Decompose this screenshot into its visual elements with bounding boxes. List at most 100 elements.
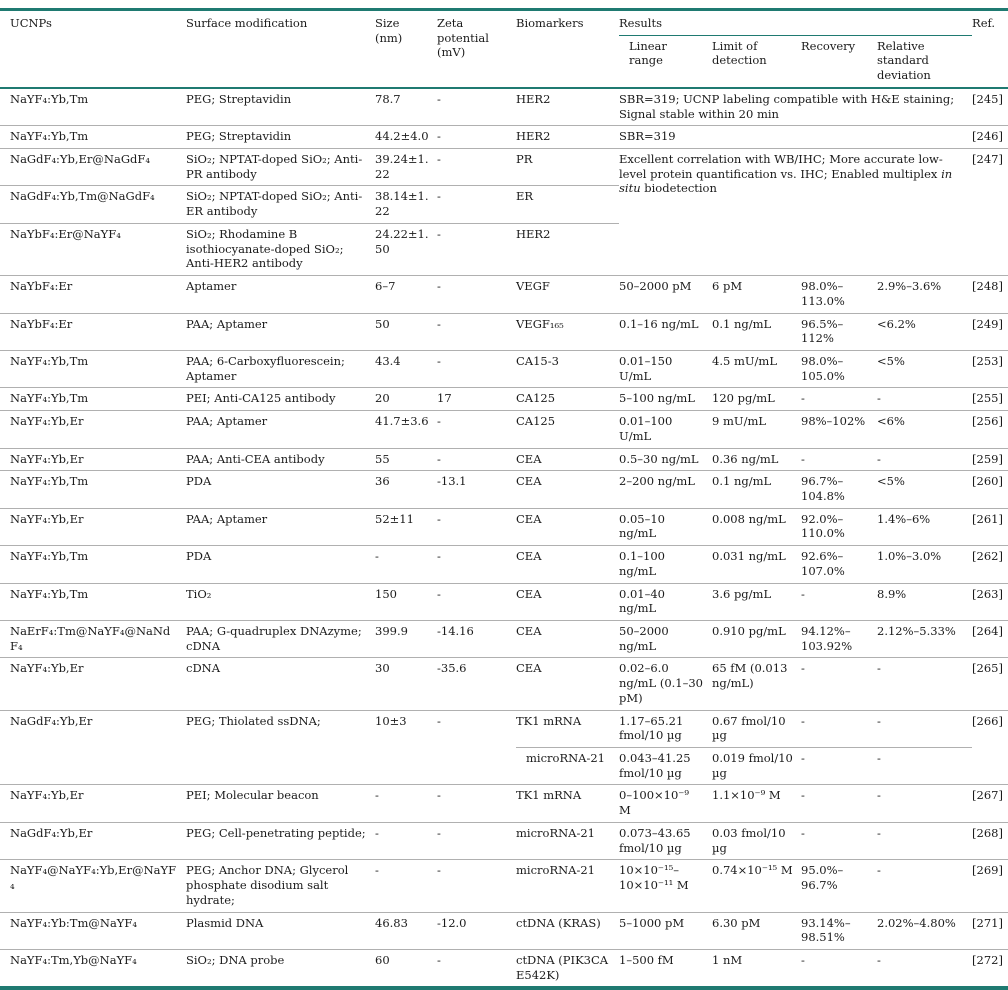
cell-rsd: -: [877, 447, 973, 471]
cell-size: 52±11: [375, 507, 437, 546]
cell-size: 44.2±4.0: [375, 125, 437, 149]
cell-size: 399.9: [375, 619, 437, 658]
cell-lod: 1.1×10⁻⁹ M: [712, 784, 801, 823]
cell-ucnp: NaYbF₄:Er@NaYF₄: [0, 222, 186, 276]
cell-surface: Aptamer: [186, 275, 375, 313]
cell-recovery: -: [801, 447, 877, 471]
cell-recovery: 98.0%–105.0%: [801, 349, 877, 388]
cell-ref: [263]: [972, 582, 1008, 621]
cell-ref: [247]: [972, 148, 1008, 276]
cell-size: 43.4: [375, 349, 437, 388]
cell-size: -: [375, 859, 437, 912]
cell-ucnp: NaYF₄:Yb,Tm: [0, 125, 186, 149]
table-row: NaYbF₄:Er Aptamer 6–7 - VEGF 50–2000 pM …: [0, 275, 1008, 313]
cell-lod: 65 fM (0.013 ng/mL): [712, 657, 801, 711]
cell-surface: PEG; Streptavidin: [186, 87, 375, 126]
table-row: NaYF₄:Yb,Er PAA; Aptamer 52±11 - CEA 0.0…: [0, 507, 1008, 546]
cell-linear-range: 0.1–100 ng/mL: [619, 545, 712, 584]
cell-lod: 1 nM: [712, 948, 801, 989]
cell-size: 50: [375, 312, 437, 351]
cell-biomarker: TK1 mRNA: [516, 784, 619, 823]
cell-ref: [264]: [972, 619, 1008, 658]
cell-biomarker: VEGF: [516, 275, 619, 313]
header-row-main: UCNPs Surface modification Size (nm) Zet…: [0, 9, 1008, 59]
cell-size: 20: [375, 387, 437, 411]
cell-biomarker: TK1 mRNA: [516, 709, 619, 748]
cell-linear-range: 0.5–30 ng/mL: [619, 447, 712, 471]
cell-ref: [268]: [972, 821, 1008, 860]
cell-zeta: -: [437, 349, 516, 388]
cell-lod: 0.019 fmol/10 µg: [712, 747, 801, 785]
cell-ref: [272]: [972, 948, 1008, 989]
cell-surface: SiO₂; NPTAT-doped SiO₂; Anti-ER antibody: [186, 185, 375, 224]
cell-surface: PAA; Aptamer: [186, 507, 375, 546]
cell-rsd: -: [877, 859, 973, 912]
table-row: NaGdF₄:Yb,Tm@NaGdF₄ SiO₂; NPTAT-doped Si…: [0, 185, 1008, 224]
table-row: NaYF₄@NaYF₄:Yb,Er@NaYF₄ PEG; Anchor DNA;…: [0, 859, 1008, 912]
header-zeta-potential: Zeta potential (mV): [437, 16, 489, 60]
cell-ucnp: NaGdF₄:Yb,Tm@NaGdF₄: [0, 185, 186, 224]
cell-recovery: 96.5%–112%: [801, 312, 877, 351]
cell-size: -: [375, 821, 437, 860]
cell-ref: [269]: [972, 859, 1008, 912]
table-row: NaGdF₄:Yb,Er PEG; Cell-penetrating pepti…: [0, 821, 1008, 860]
header-relative-standard-deviation: Relative standard deviation: [877, 38, 931, 83]
cell-ucnp: NaYF₄:Yb,Tm: [0, 349, 186, 388]
header-results: Results: [619, 9, 973, 36]
cell-surface: PEG; Streptavidin: [186, 125, 375, 149]
cell-biomarker: ctDNA (KRAS): [516, 911, 619, 950]
cell-linear-range: 0.073–43.65 fmol/10 µg: [619, 821, 712, 860]
table-body: NaYF₄:Yb,Tm PEG; Streptavidin 78.7 - HER…: [0, 87, 1008, 989]
cell-recovery: 95.0%–96.7%: [801, 859, 877, 912]
cell-biomarker: PR: [516, 148, 619, 186]
cell-zeta: -: [437, 507, 516, 546]
cell-linear-range: 0.01–150 U/mL: [619, 349, 712, 388]
table-row: NaYF₄:Yb,Tm PEI; Anti-CA125 antibody 20 …: [0, 387, 1008, 411]
cell-biomarker: microRNA-21: [516, 747, 619, 785]
cell-lod: 0.1 ng/mL: [712, 470, 801, 509]
cell-lod: 9 mU/mL: [712, 410, 801, 449]
cell-rsd: -: [877, 657, 973, 711]
cell-zeta: -12.0: [437, 911, 516, 950]
cell-recovery: 98.0%–113.0%: [801, 275, 877, 313]
cell-biomarker: CEA: [516, 545, 619, 584]
cell-results-merged: Excellent correlation with WB/IHC; More …: [619, 148, 973, 276]
cell-ucnp: NaYF₄:Yb,Er: [0, 410, 186, 449]
table-row: NaGdF₄:Yb,Er PEG; Thiolated ssDNA; 10±3 …: [0, 709, 1008, 785]
table-row: NaErF₄:Tm@NaYF₄@NaNdF₄ PAA; G-quadruplex…: [0, 619, 1008, 658]
cell-surface: PEG; Anchor DNA; Glycerol phosphate diso…: [186, 859, 375, 912]
cell-lod: 3.6 pg/mL: [712, 582, 801, 621]
cell-lod: 0.031 ng/mL: [712, 545, 801, 584]
cell-ucnp: NaYF₄@NaYF₄:Yb,Er@NaYF₄: [0, 859, 186, 912]
cell-zeta: -: [437, 275, 516, 313]
cell-size: 46.83: [375, 911, 437, 950]
cell-zeta: -: [437, 545, 516, 584]
cell-biomarker: CEA: [516, 447, 619, 471]
cell-ucnp: NaYbF₄:Er: [0, 312, 186, 351]
cell-ucnp: NaGdF₄:Yb,Er: [0, 709, 186, 785]
header-ucnps: UCNPs: [10, 16, 52, 30]
cell-zeta: -14.16: [437, 619, 516, 658]
cell-biomarker: CA125: [516, 410, 619, 449]
cell-zeta: -13.1: [437, 470, 516, 509]
table-row: NaYF₄:Yb:Tm@NaYF₄ Plasmid DNA 46.83 -12.…: [0, 911, 1008, 950]
cell-linear-range: 2–200 ng/mL: [619, 470, 712, 509]
cell-linear-range: 50–2000 ng/mL: [619, 619, 712, 658]
cell-linear-range: 1–500 fM: [619, 948, 712, 989]
cell-ref: [260]: [972, 470, 1008, 509]
cell-recovery: -: [801, 948, 877, 989]
table-row: NaYF₄:Yb,Er cDNA 30 -35.6 CEA 0.02–6.0 n…: [0, 657, 1008, 711]
cell-lod: 6 pM: [712, 275, 801, 313]
cell-ref: [253]: [972, 349, 1008, 388]
cell-recovery: 93.14%–98.51%: [801, 911, 877, 950]
cell-linear-range: 0.02–6.0 ng/mL (0.1–30 pM): [619, 657, 712, 711]
cell-zeta: -: [437, 87, 516, 126]
table-row: NaYF₄:Yb,Er PAA; Aptamer 41.7±3.6 - CA12…: [0, 410, 1008, 449]
cell-size: 6–7: [375, 275, 437, 313]
cell-ucnp: NaYF₄:Yb,Er: [0, 784, 186, 823]
cell-biomarker: HER2: [516, 222, 619, 276]
cell-recovery: -: [801, 821, 877, 860]
cell-ref: [267]: [972, 784, 1008, 823]
cell-ucnp: NaYF₄:Yb:Tm@NaYF₄: [0, 911, 186, 950]
cell-lod: 0.910 pg/mL: [712, 619, 801, 658]
